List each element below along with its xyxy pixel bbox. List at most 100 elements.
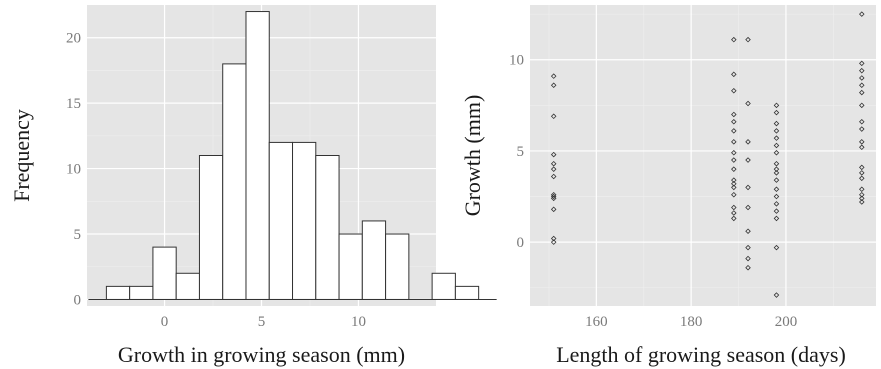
- scatter-point: [859, 118, 865, 125]
- histogram-y-tick-label: 0: [74, 292, 82, 308]
- scatter-point: [550, 151, 557, 158]
- histogram-y-tick-label: 20: [66, 31, 81, 47]
- histogram-bar: [431, 272, 456, 300]
- scatter-point: [859, 75, 865, 81]
- histogram-bar: [292, 141, 317, 300]
- scatter-y-tick-label: 0: [517, 235, 525, 251]
- histogram-y-tick-label: 5: [74, 227, 82, 243]
- scatter-point: [745, 139, 751, 145]
- scatter-point: [859, 126, 865, 132]
- histogram-x-tick-label: 5: [258, 314, 266, 330]
- histogram-chart: 0 5 10 0 5 10 15 20 Growth in growing season (…: [9, 5, 497, 367]
- scatter-point: [773, 186, 780, 193]
- scatter-point: [731, 215, 737, 222]
- histogram-bar: [152, 246, 177, 300]
- scatter-point: [859, 139, 865, 145]
- scatter-point: [745, 244, 751, 251]
- histogram-x-tick-label: 0: [161, 314, 169, 330]
- scatter-point: [773, 177, 780, 183]
- histogram-x-tick-labels: 0 5 10: [161, 314, 366, 330]
- scatter-point: [773, 215, 780, 222]
- histogram-bar: [454, 285, 480, 300]
- scatter-point: [731, 191, 737, 198]
- scatter-y-tick-label: 5: [517, 144, 525, 160]
- scatter-gridlines: [530, 5, 876, 306]
- scatter-point: [773, 244, 780, 251]
- scatter-point: [745, 228, 751, 234]
- scatter-point: [731, 139, 737, 145]
- scatter-point: [550, 239, 557, 245]
- scatter-point: [731, 111, 737, 118]
- scatter-point: [731, 71, 737, 78]
- scatter-point: [731, 128, 737, 134]
- histogram-bar: [245, 11, 270, 300]
- scatter-point: [745, 184, 751, 191]
- scatter-point: [745, 100, 751, 107]
- scatter-point: [859, 175, 865, 182]
- histogram-x-tick-label: 10: [351, 314, 366, 330]
- scatter-x-tick-labels: 160 180 200: [585, 314, 797, 330]
- scatter-point: [731, 87, 737, 94]
- histogram-bars: [105, 11, 480, 300]
- scatter-point: [731, 149, 737, 156]
- scatter-point: [859, 67, 865, 74]
- scatter-point: [731, 184, 737, 191]
- scatter-x-tick-label: 180: [680, 314, 703, 330]
- histogram-bar: [129, 285, 154, 300]
- scatter-point: [773, 166, 780, 172]
- scatter-point: [859, 82, 865, 89]
- histogram-bar: [268, 141, 294, 300]
- scatter-point: [773, 109, 780, 116]
- scatter-panel-background: [530, 5, 876, 306]
- scatter-point: [859, 186, 865, 193]
- scatter-point: [731, 157, 737, 163]
- scatter-point: [550, 195, 557, 202]
- scatter-point: [773, 135, 780, 141]
- histogram-y-tick-label: 15: [66, 96, 81, 112]
- histogram-bar: [361, 220, 387, 300]
- histogram-bar: [222, 63, 247, 300]
- scatter-point: [731, 177, 737, 183]
- scatter-point: [859, 191, 865, 198]
- scatter-point: [550, 82, 557, 89]
- scatter-point: [859, 144, 865, 151]
- histogram-y-tick-label: 10: [66, 162, 81, 178]
- histogram-bar: [338, 233, 363, 300]
- scatter-point: [745, 36, 751, 43]
- scatter-point: [859, 199, 865, 205]
- histogram-bar: [105, 285, 131, 300]
- scatter-x-axis-title: Length of growing season (days): [556, 342, 846, 367]
- scatter-chart: 160 180 200 0 5 10 Length of growing season …: [460, 5, 876, 367]
- scatter-point: [859, 60, 865, 67]
- scatter-point: [745, 264, 751, 271]
- scatter-point: [773, 201, 780, 207]
- scatter-point: [859, 102, 865, 109]
- scatter-point: [550, 206, 557, 213]
- histogram-y-tick-labels: 0 5 10 15 20: [66, 31, 81, 309]
- scatter-point: [773, 149, 780, 156]
- scatter-point: [550, 166, 557, 172]
- scatter-point: [773, 193, 780, 200]
- scatter-point: [731, 181, 737, 187]
- scatter-x-tick-label: 160: [585, 314, 608, 330]
- scatter-point: [773, 170, 780, 176]
- scatter-y-axis-title: Growth (mm): [460, 95, 485, 217]
- scatter-point: [731, 118, 737, 125]
- histogram-bar: [198, 155, 224, 300]
- scatter-point: [773, 102, 780, 109]
- scatter-point: [550, 73, 557, 79]
- scatter-point: [731, 36, 737, 43]
- scatter-point: [859, 195, 865, 202]
- scatter-y-tick-labels: 0 5 10: [509, 53, 524, 251]
- scatter-point: [773, 292, 780, 298]
- scatter-point: [550, 193, 557, 200]
- scatter-y-tick-label: 10: [509, 53, 524, 69]
- histogram-bar: [315, 155, 340, 300]
- scatter-point: [859, 89, 865, 96]
- scatter-point: [731, 166, 737, 172]
- scatter-x-tick-label: 200: [775, 314, 798, 330]
- scatter-point: [859, 164, 865, 171]
- scatter-point: [773, 142, 780, 149]
- scatter-point: [745, 157, 751, 163]
